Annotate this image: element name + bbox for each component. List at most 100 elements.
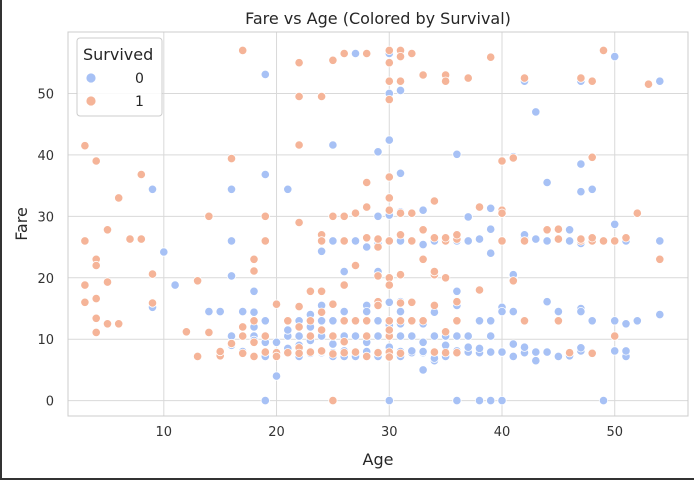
y-tick-labels: 0 10 20 30 40 50 (37, 87, 54, 409)
data-point (373, 211, 383, 221)
data-point (407, 297, 417, 307)
data-point (519, 236, 530, 246)
data-point (373, 242, 383, 252)
data-point (271, 337, 282, 347)
data-point (463, 73, 473, 83)
data-point (463, 342, 473, 352)
data-point (508, 339, 518, 349)
data-point (226, 184, 237, 194)
data-point (350, 260, 361, 271)
data-point (486, 395, 496, 406)
data-point (452, 297, 462, 307)
data-point (587, 316, 597, 326)
data-point (384, 135, 394, 145)
data-point (283, 348, 293, 358)
data-point (531, 107, 541, 117)
data-point (362, 331, 372, 341)
data-point (384, 45, 394, 56)
y-tick-label: 20 (37, 272, 54, 287)
data-point (238, 331, 248, 341)
data-point (339, 316, 349, 326)
x-axis-title: Age (363, 450, 394, 469)
data-point (610, 331, 620, 341)
data-point (440, 233, 451, 243)
data-point (215, 346, 225, 357)
data-point (610, 346, 620, 356)
data-point (576, 159, 586, 169)
data-point (440, 348, 451, 358)
data-point (486, 52, 496, 62)
data-point (621, 346, 631, 356)
data-point (294, 217, 304, 228)
data-point (283, 325, 293, 335)
data-point (407, 48, 417, 59)
chart-title: Fare vs Age (Colored by Survival) (245, 9, 511, 28)
data-point (407, 346, 417, 356)
data-point (395, 51, 406, 62)
data-point (328, 395, 338, 406)
data-point (564, 236, 575, 246)
data-point (249, 286, 259, 296)
legend-box (76, 37, 163, 117)
data-point (519, 316, 530, 326)
data-point (193, 276, 203, 286)
x-tick-labels: 10 20 30 40 50 (156, 425, 623, 440)
data-point (339, 266, 349, 277)
data-points (80, 45, 665, 406)
data-point (395, 298, 406, 308)
data-point (395, 306, 406, 317)
data-point (384, 352, 394, 362)
data-point (474, 202, 485, 212)
data-point (328, 316, 338, 326)
data-point (418, 240, 428, 250)
data-point (294, 91, 304, 102)
data-point (305, 316, 315, 326)
data-point (452, 316, 462, 326)
data-point (508, 276, 518, 286)
data-point (486, 248, 496, 258)
data-point (339, 306, 349, 317)
data-point (486, 331, 496, 341)
data-point (508, 351, 518, 361)
data-point (328, 55, 338, 65)
data-point (260, 395, 270, 406)
data-point (395, 270, 406, 280)
data-point (260, 69, 270, 80)
data-point (655, 236, 665, 246)
data-point (339, 48, 349, 59)
data-point (136, 234, 146, 244)
data-point (339, 348, 349, 358)
data-point (350, 48, 361, 59)
data-point (429, 347, 439, 357)
data-point (350, 331, 361, 341)
data-point (204, 306, 214, 317)
data-point (542, 297, 552, 307)
data-point (260, 211, 270, 221)
data-point (486, 203, 496, 213)
data-point (553, 234, 564, 244)
data-point (316, 316, 327, 326)
data-point (384, 76, 394, 86)
data-point (294, 301, 304, 312)
data-point (204, 211, 214, 221)
data-point (429, 233, 439, 243)
data-point (474, 285, 485, 295)
data-point (260, 169, 270, 180)
data-point (170, 280, 180, 290)
data-point (576, 343, 586, 353)
data-point (136, 169, 146, 180)
data-point (452, 230, 462, 240)
data-point (418, 316, 428, 326)
data-point (384, 172, 394, 182)
data-point (440, 273, 451, 283)
y-tick-label: 30 (37, 210, 54, 225)
data-point (429, 196, 439, 206)
data-point (564, 225, 575, 235)
y-tick-label: 50 (37, 87, 54, 102)
data-point (463, 236, 473, 246)
data-point (576, 234, 586, 244)
data-point (316, 246, 327, 256)
data-point (384, 316, 394, 326)
data-point (429, 300, 439, 310)
